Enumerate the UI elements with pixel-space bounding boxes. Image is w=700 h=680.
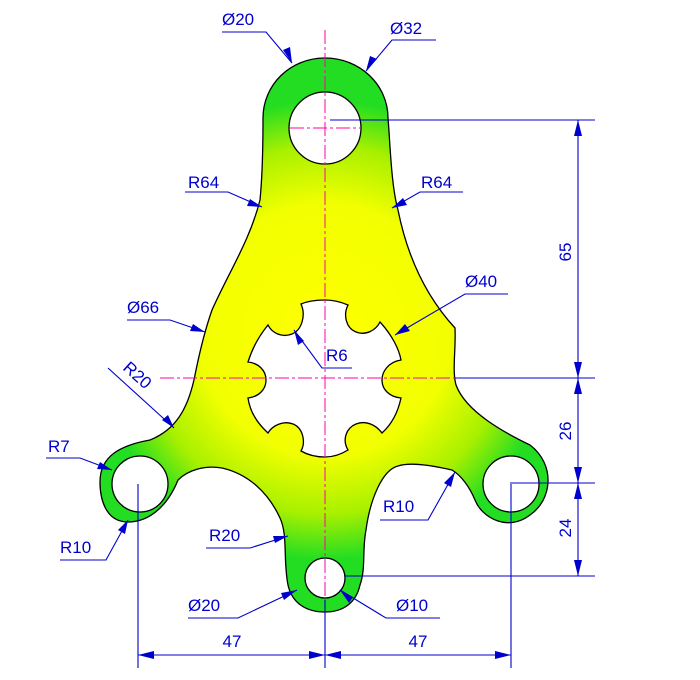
label-dim-65: 65 bbox=[556, 243, 575, 262]
leader-right-fillet bbox=[380, 471, 456, 521]
arrow-left-upper-radius bbox=[247, 199, 262, 207]
arrow-65-bottom bbox=[574, 362, 582, 378]
leader-right-waist bbox=[394, 293, 508, 336]
arrow-47-left-end bbox=[309, 651, 325, 659]
arrow-right-fillet bbox=[444, 472, 455, 487]
arrow-left-boss bbox=[97, 462, 112, 470]
label-bottom-hole-outer: Ø20 bbox=[188, 596, 220, 615]
label-dim-26: 26 bbox=[556, 422, 575, 441]
arrow-bottom-left-fillet bbox=[273, 536, 288, 543]
arrow-24-bottom bbox=[574, 560, 582, 576]
arrow-spline-radius bbox=[294, 330, 304, 345]
label-dim-47-left: 47 bbox=[223, 632, 242, 651]
label-left-waist-diameter: Ø66 bbox=[127, 298, 159, 317]
dimension-lines bbox=[46, 31, 595, 668]
label-spline-radius: R6 bbox=[326, 346, 348, 365]
leader-bottom-hole-inner bbox=[339, 589, 440, 619]
arrow-left-waist bbox=[190, 324, 205, 332]
arrow-left-fillet bbox=[162, 415, 174, 428]
leader-bottom-hole-outer bbox=[188, 589, 298, 619]
label-right-upper-radius: R64 bbox=[421, 173, 452, 192]
arrow-47-right-start bbox=[325, 651, 341, 659]
arrow-top-hole bbox=[283, 47, 292, 63]
leader-spline-radius bbox=[293, 329, 352, 369]
label-left-boss-radius: R7 bbox=[48, 437, 70, 456]
label-dim-24: 24 bbox=[556, 519, 575, 538]
arrow-24-top bbox=[574, 483, 582, 499]
label-left-fillet-radius: R20 bbox=[119, 358, 155, 393]
label-right-fillet: R10 bbox=[383, 497, 414, 516]
arrow-26-top bbox=[574, 378, 582, 394]
arrow-47-left-start bbox=[138, 651, 154, 659]
center-lines bbox=[160, 30, 475, 640]
part-body bbox=[99, 57, 549, 613]
arrow-left-hole bbox=[118, 520, 128, 534]
leader-left-fillet bbox=[107, 367, 175, 429]
leader-top-hole bbox=[222, 31, 293, 64]
label-left-upper-radius: R64 bbox=[188, 173, 219, 192]
label-left-hole-radius: R10 bbox=[60, 538, 91, 557]
arrow-right-upper-radius bbox=[392, 198, 407, 208]
arrow-right-waist bbox=[395, 324, 410, 335]
leader-left-hole bbox=[60, 519, 129, 561]
arrow-bottom-hole-outer bbox=[281, 590, 297, 600]
arrow-top-boss bbox=[366, 56, 377, 71]
arrow-65-top bbox=[574, 120, 582, 136]
arrow-47-right-end bbox=[495, 651, 511, 659]
label-bottom-hole-inner: Ø10 bbox=[396, 596, 428, 615]
label-dim-47-right: 47 bbox=[409, 632, 428, 651]
arrow-bottom-hole-inner bbox=[340, 590, 353, 603]
label-top-boss-diameter: Ø32 bbox=[390, 19, 422, 38]
leader-top-boss bbox=[365, 39, 436, 72]
label-bottom-left-fillet: R20 bbox=[209, 526, 240, 545]
part-outline bbox=[99, 57, 549, 613]
label-right-waist-diameter: Ø40 bbox=[465, 272, 497, 291]
label-top-hole-diameter: Ø20 bbox=[222, 10, 254, 29]
arrow-26-bottom bbox=[574, 467, 582, 483]
